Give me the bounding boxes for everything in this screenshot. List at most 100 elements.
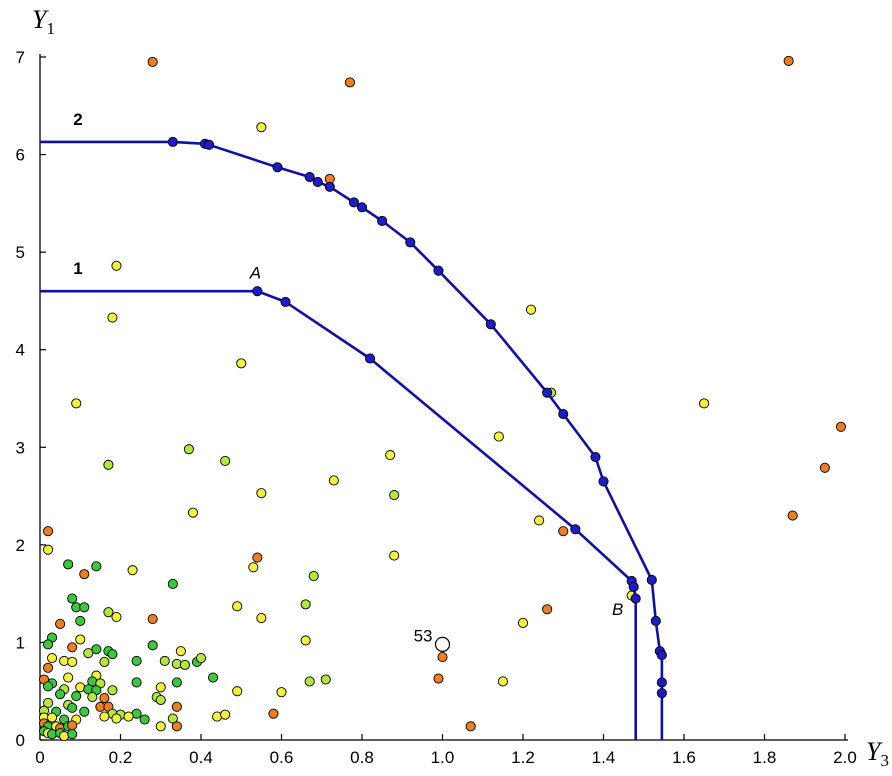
scatter-point xyxy=(183,444,194,455)
y-tick-label: 5 xyxy=(16,243,25,262)
curve-2-point xyxy=(356,202,368,213)
curve-2-line xyxy=(40,140,664,740)
curve-1-label: 1 xyxy=(73,259,82,278)
scatter-point xyxy=(99,711,110,722)
scatter-point xyxy=(63,672,74,683)
scatter-point xyxy=(304,676,315,687)
scatter-point xyxy=(308,571,319,582)
scatter-point xyxy=(497,676,508,687)
scatter-point xyxy=(111,713,122,724)
scatter-point xyxy=(67,656,78,667)
scatter-point xyxy=(175,646,186,657)
scatter-point xyxy=(91,644,102,655)
scatter-point xyxy=(220,455,231,466)
annotation-b: B xyxy=(612,600,623,619)
scatter-point xyxy=(47,712,58,723)
curve-2-point xyxy=(203,139,215,150)
scatter-point xyxy=(43,639,54,650)
scatter-point xyxy=(155,694,166,706)
annotation-53: 53 xyxy=(414,626,433,645)
y-tick-label: 1 xyxy=(16,633,25,652)
scatter-point xyxy=(79,706,90,717)
x-tick-label: 1.0 xyxy=(431,748,455,767)
scatter-point xyxy=(236,358,247,369)
scatter-point xyxy=(67,720,78,731)
curve-1-point xyxy=(570,524,581,535)
scatter-point xyxy=(344,77,355,88)
x-tick-label: 1.2 xyxy=(511,748,535,767)
scatter-point xyxy=(111,612,122,623)
scatter-point xyxy=(256,488,267,499)
scatter-point xyxy=(147,613,158,625)
curve-2-point xyxy=(558,409,569,420)
scatter-point xyxy=(787,510,798,521)
scatter-point xyxy=(465,721,476,732)
scatter-point xyxy=(147,56,158,67)
scatter-point xyxy=(43,544,54,555)
scatter-point xyxy=(171,721,182,732)
scatter-point xyxy=(433,673,444,684)
scatter-point xyxy=(83,648,94,659)
scatter-point xyxy=(67,729,78,740)
curve-2-point xyxy=(433,265,444,276)
x-tick-label: 0 xyxy=(35,748,44,767)
x-axis-title: Y3 xyxy=(866,737,889,770)
scatter-point xyxy=(300,599,311,610)
curve-2-point xyxy=(656,677,667,688)
scatter-point xyxy=(43,526,54,537)
scatter-point xyxy=(123,711,134,722)
x-tick-label: 0.8 xyxy=(350,748,374,767)
scatter-point xyxy=(67,702,78,713)
scatter-point xyxy=(819,462,830,473)
curve-2-point xyxy=(590,451,601,463)
scatter-point xyxy=(139,714,150,725)
curve-2-point xyxy=(304,171,315,183)
scatter-point xyxy=(232,601,243,612)
scatter-point xyxy=(131,655,142,667)
curve-2-point xyxy=(312,176,323,187)
scatter-point xyxy=(63,559,74,570)
x-tick-label: 1.8 xyxy=(753,748,777,767)
curve-2-label: 2 xyxy=(73,110,82,129)
scatter-point xyxy=(167,578,178,589)
scatter-point xyxy=(385,450,396,461)
scatter-point xyxy=(517,617,529,628)
scatter-point xyxy=(300,635,311,646)
scatter-point xyxy=(558,526,569,537)
scatter-point xyxy=(171,701,182,712)
curve-2-point xyxy=(377,215,388,226)
scatter-point xyxy=(437,652,448,663)
scatter-point xyxy=(835,421,847,432)
scatter-point xyxy=(179,659,190,670)
scatter-point xyxy=(55,618,66,629)
scatter-point xyxy=(75,634,86,645)
scatter-point xyxy=(171,677,182,688)
curve-2-point xyxy=(167,136,178,147)
curve-1-point xyxy=(280,296,291,307)
scatter-point xyxy=(268,708,279,719)
x-tick-label: 0.4 xyxy=(189,748,213,767)
curve-1-point xyxy=(628,581,639,592)
scatter-point xyxy=(87,692,98,703)
scatter-point xyxy=(47,652,58,664)
y-tick-label: 7 xyxy=(16,48,25,67)
scatter-point xyxy=(526,304,537,315)
scatter-point xyxy=(208,672,219,683)
highlight-point xyxy=(434,636,451,652)
scatter-point xyxy=(99,656,110,667)
scatter-point xyxy=(195,652,207,664)
curve-1-point xyxy=(252,286,263,297)
scatter-point xyxy=(107,312,118,323)
scatter-point xyxy=(71,398,82,409)
y-tick-label: 6 xyxy=(16,146,25,165)
curve-1-point xyxy=(630,593,641,604)
scatter-point xyxy=(99,692,110,704)
scatter-point xyxy=(127,565,138,576)
annotation-a: A xyxy=(249,263,261,282)
scatter-point xyxy=(155,682,166,693)
curve-2-point xyxy=(324,181,335,192)
curve-2-point xyxy=(656,688,667,699)
scatter-point xyxy=(67,642,78,653)
x-tick-label: 0.2 xyxy=(109,748,133,767)
